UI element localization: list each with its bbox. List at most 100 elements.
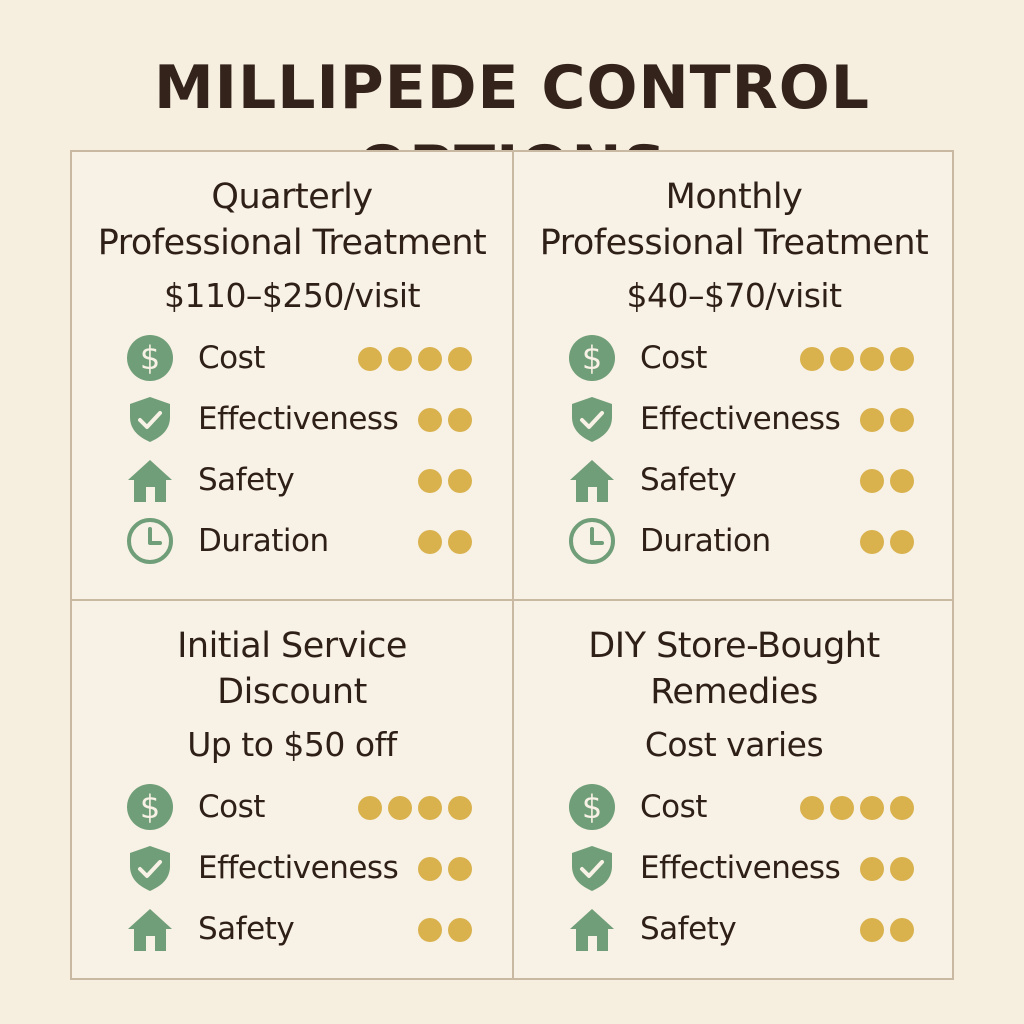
rating-row: $ Cost: [514, 777, 954, 838]
panel-price: Up to $50 off: [187, 725, 397, 764]
shield-check-icon: [568, 395, 616, 443]
rating-dot: [358, 796, 382, 820]
option-panel-initial-discount: Initial Service Discount Up to $50 off $…: [72, 601, 512, 980]
panel-title-line: Monthly: [665, 177, 803, 217]
rating-dot: [890, 796, 914, 820]
rating-dot: [418, 469, 442, 493]
rating-dot: [418, 530, 442, 554]
panel-title-line: Professional Treatment: [97, 223, 487, 263]
rating-dot: [418, 918, 442, 942]
dollar-icon: $: [568, 334, 616, 382]
rating-dot: [860, 796, 884, 820]
panel-title-line: Discount: [217, 672, 367, 712]
rating-row: Effectiveness: [72, 389, 512, 450]
rating-row: Duration: [514, 511, 954, 572]
rating-dots: [418, 408, 472, 432]
rating-dot: [860, 408, 884, 432]
rating-list: $ Cost Effectiveness Safety: [514, 777, 954, 960]
rating-dots: [418, 857, 472, 881]
svg-text:$: $: [140, 788, 160, 826]
rating-label: Safety: [640, 911, 737, 947]
clock-icon: [126, 517, 174, 565]
rating-dots: [860, 408, 914, 432]
panel-title-line: Remedies: [650, 672, 818, 712]
rating-row: Effectiveness: [72, 838, 512, 899]
panel-title-line: Professional Treatment: [539, 223, 929, 263]
rating-label: Cost: [198, 789, 265, 825]
rating-row: Effectiveness: [514, 389, 954, 450]
dollar-icon: $: [126, 783, 174, 831]
house-icon: [126, 456, 174, 504]
option-panel-diy: DIY Store-Bought Remedies Cost varies $ …: [514, 601, 954, 980]
dollar-icon: $: [126, 334, 174, 382]
panel-price: $110–$250/visit: [163, 276, 421, 315]
panel-title: DIY Store-Bought Remedies: [514, 623, 954, 715]
panel-title-line: Initial Service: [177, 626, 407, 666]
dollar-icon: $: [568, 783, 616, 831]
rating-row: Safety: [514, 899, 954, 960]
rating-row: Duration: [72, 511, 512, 572]
shield-check-icon: [126, 844, 174, 892]
option-panel-monthly: Monthly Professional Treatment $40–$70/v…: [514, 152, 954, 599]
rating-dots: [418, 918, 472, 942]
rating-row: $ Cost: [72, 328, 512, 389]
panel-title: Initial Service Discount: [72, 623, 512, 715]
rating-dots: [418, 469, 472, 493]
rating-dot: [448, 530, 472, 554]
option-panel-quarterly: Quarterly Professional Treatment $110–$2…: [72, 152, 512, 599]
panel-price: $40–$70/visit: [626, 276, 842, 315]
house-icon: [126, 905, 174, 953]
panel-price: Cost varies: [644, 725, 824, 764]
rating-dot: [860, 469, 884, 493]
rating-dot: [388, 347, 412, 371]
panel-title: Quarterly Professional Treatment: [72, 174, 512, 266]
rating-dot: [800, 796, 824, 820]
rating-dot: [418, 857, 442, 881]
house-icon: [568, 456, 616, 504]
rating-dots: [358, 796, 472, 820]
rating-dot: [890, 347, 914, 371]
rating-dot: [448, 408, 472, 432]
rating-row: $ Cost: [514, 328, 954, 389]
rating-dot: [860, 918, 884, 942]
rating-dot: [418, 408, 442, 432]
panel-title-line: Quarterly: [211, 177, 373, 217]
svg-text:$: $: [140, 339, 160, 377]
rating-dots: [860, 857, 914, 881]
rating-dot: [890, 530, 914, 554]
rating-list: $ Cost Effectiveness Safety: [72, 777, 512, 960]
rating-label: Duration: [640, 523, 771, 559]
rating-dot: [418, 796, 442, 820]
house-icon: [568, 905, 616, 953]
rating-dot: [860, 857, 884, 881]
rating-label: Effectiveness: [198, 850, 399, 886]
rating-dot: [800, 347, 824, 371]
rating-dot: [448, 796, 472, 820]
rating-dot: [890, 918, 914, 942]
rating-dot: [358, 347, 382, 371]
rating-label: Duration: [198, 523, 329, 559]
rating-dot: [388, 796, 412, 820]
rating-dot: [830, 796, 854, 820]
rating-row: Safety: [72, 450, 512, 511]
rating-dot: [448, 918, 472, 942]
rating-dot: [890, 469, 914, 493]
rating-label: Effectiveness: [640, 850, 841, 886]
rating-dots: [860, 530, 914, 554]
rating-dots: [860, 469, 914, 493]
grid-divider-vertical: [512, 152, 514, 978]
rating-dots: [358, 347, 472, 371]
rating-label: Cost: [640, 789, 707, 825]
rating-dots: [418, 530, 472, 554]
svg-text:$: $: [582, 339, 602, 377]
rating-dot: [860, 530, 884, 554]
grid-divider-horizontal: [72, 599, 952, 601]
shield-check-icon: [126, 395, 174, 443]
rating-label: Effectiveness: [198, 401, 399, 437]
rating-label: Safety: [198, 911, 295, 947]
clock-icon: [568, 517, 616, 565]
rating-dot: [448, 857, 472, 881]
rating-list: $ Cost Effectiveness Safety Duration: [514, 328, 954, 572]
rating-dot: [448, 347, 472, 371]
rating-dot: [890, 857, 914, 881]
